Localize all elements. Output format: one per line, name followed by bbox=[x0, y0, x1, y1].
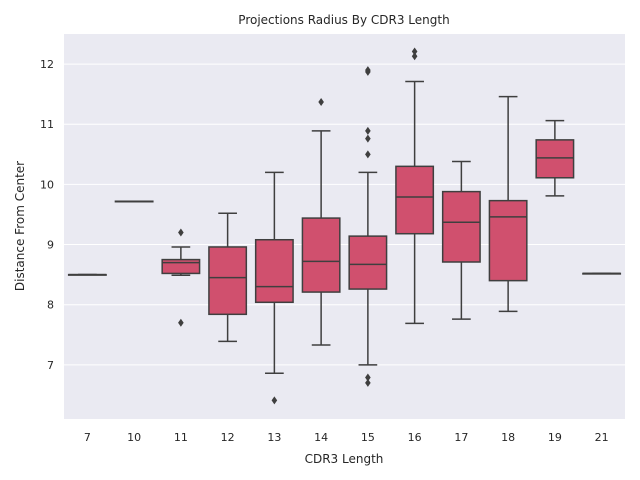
x-axis-label: CDR3 Length bbox=[305, 452, 384, 466]
box-body-12 bbox=[208, 246, 248, 316]
box-10 bbox=[114, 200, 154, 203]
outlier-15-1 bbox=[365, 66, 371, 75]
box-7 bbox=[67, 273, 107, 276]
plot-area bbox=[64, 34, 625, 419]
outlier-15-6 bbox=[365, 378, 371, 387]
y-tick-label-11: 11 bbox=[40, 118, 54, 131]
x-tick-labels: 7 10 11 12 13 14 15 16 17 18 19 21 bbox=[84, 431, 609, 444]
box-18 bbox=[488, 95, 528, 313]
outlier-11-0 bbox=[178, 228, 184, 237]
box-12 bbox=[208, 212, 248, 343]
box-body-14 bbox=[301, 217, 341, 293]
x-tick-label-19: 19 bbox=[548, 431, 562, 444]
box-body-11 bbox=[161, 258, 201, 275]
x-tick-label-12: 12 bbox=[221, 431, 235, 444]
box-11 bbox=[161, 228, 201, 327]
y-tick-labels: 7 8 9 10 11 12 bbox=[40, 58, 54, 372]
y-tick-label-7: 7 bbox=[47, 359, 54, 372]
box-21 bbox=[582, 272, 622, 275]
box-body-18 bbox=[488, 199, 528, 282]
outlier-13-0 bbox=[271, 396, 278, 405]
outlier-15-2 bbox=[365, 126, 371, 135]
box-19 bbox=[535, 119, 575, 197]
outlier-15-3 bbox=[365, 134, 371, 143]
x-tick-label-16: 16 bbox=[408, 431, 422, 444]
outlier-11-1 bbox=[178, 318, 184, 327]
box-13 bbox=[254, 171, 294, 405]
outlier-15-4 bbox=[365, 150, 371, 159]
box-body-15 bbox=[348, 235, 388, 290]
x-tick-label-17: 17 bbox=[454, 431, 468, 444]
boxes-group bbox=[67, 47, 622, 405]
x-tick-label-18: 18 bbox=[501, 431, 515, 444]
outlier-14-0 bbox=[318, 97, 324, 106]
y-tick-label-8: 8 bbox=[47, 299, 54, 312]
x-tick-label-15: 15 bbox=[361, 431, 375, 444]
x-tick-label-11: 11 bbox=[174, 431, 188, 444]
box-16 bbox=[395, 47, 435, 325]
outlier-15-5 bbox=[365, 373, 371, 382]
x-tick-label-14: 14 bbox=[314, 431, 328, 444]
x-tick-label-10: 10 bbox=[127, 431, 141, 444]
x-tick-label-21: 21 bbox=[595, 431, 609, 444]
box-body-17 bbox=[441, 190, 481, 263]
x-tick-label-13: 13 bbox=[267, 431, 281, 444]
outlier-16-1 bbox=[411, 52, 418, 61]
box-body-13 bbox=[254, 238, 294, 304]
x-tick-label-7: 7 bbox=[84, 431, 91, 444]
box-17 bbox=[441, 160, 481, 320]
box-14 bbox=[301, 97, 341, 346]
chart-title: Projections Radius By CDR3 Length bbox=[238, 13, 449, 27]
box-body-19 bbox=[535, 139, 575, 179]
y-tick-label-9: 9 bbox=[47, 239, 54, 252]
grid-lines bbox=[64, 63, 625, 366]
box-15 bbox=[348, 66, 388, 387]
outlier-16-0 bbox=[411, 47, 418, 56]
y-tick-label-12: 12 bbox=[40, 58, 54, 71]
box-body-16 bbox=[395, 165, 435, 235]
y-tick-label-10: 10 bbox=[40, 178, 54, 191]
y-axis-label: Distance From Center bbox=[13, 161, 27, 291]
